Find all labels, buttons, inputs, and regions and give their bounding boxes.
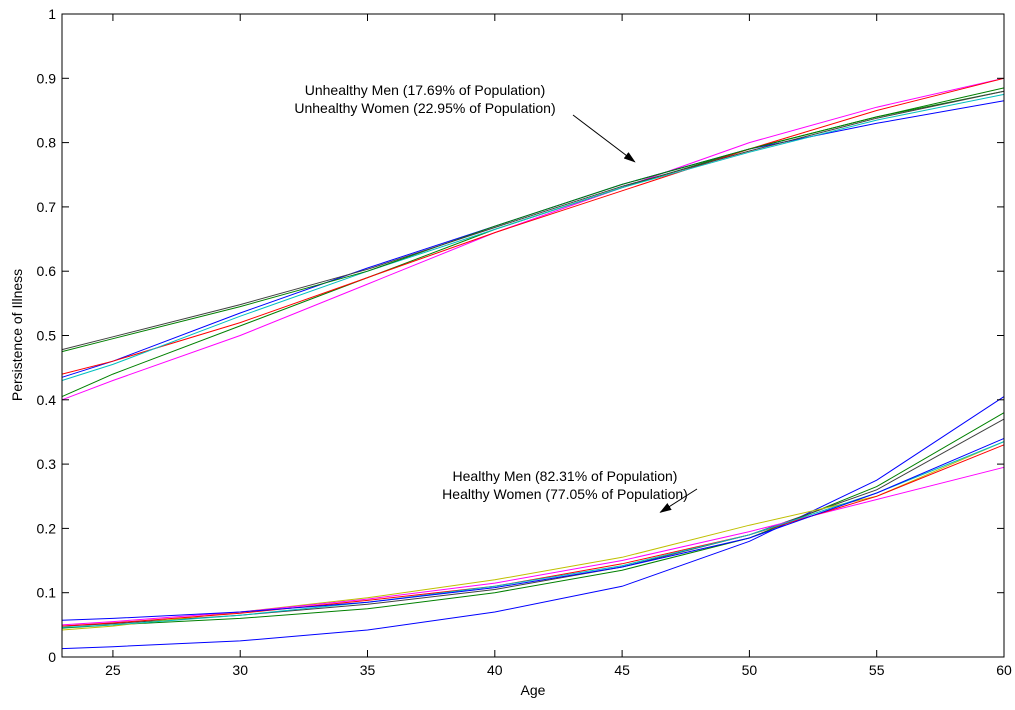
y-tick-label: 0.7 <box>37 199 57 215</box>
annotation-text: Unhealthy Men (17.69% of Population) <box>305 82 545 98</box>
annotation-arrow <box>572 114 636 163</box>
x-tick-label: 50 <box>742 662 758 678</box>
series-line-6 <box>61 87 1005 353</box>
y-axis-label: Persistence of Illness <box>9 269 25 401</box>
y-tick-label: 0.9 <box>37 70 57 86</box>
series-line-10 <box>61 418 1005 627</box>
annotation-layer: Unhealthy Men (17.69% of Population) Unhe… <box>294 82 698 513</box>
x-tick-label: 55 <box>869 662 885 678</box>
x-tick-label: 45 <box>614 662 630 678</box>
y-tick-label: 0.1 <box>37 585 57 601</box>
x-axis-label: Age <box>521 682 546 698</box>
series-line-5 <box>61 93 1005 381</box>
series-layer <box>61 77 1005 650</box>
x-tick-label: 35 <box>360 662 376 678</box>
series-line-12 <box>61 466 1005 626</box>
series-line-7 <box>61 90 1005 351</box>
series-line-15 <box>61 437 1005 621</box>
x-tick-label: 40 <box>487 662 503 678</box>
annotation-text: Healthy Women (77.05% of Population) <box>442 486 688 502</box>
y-tick-label: 0.8 <box>37 135 57 151</box>
x-tick-label: 30 <box>232 662 248 678</box>
x-tick-label: 60 <box>996 662 1012 678</box>
y-tick-label: 0.5 <box>37 328 57 344</box>
annotation-arrow <box>659 488 698 513</box>
x-tick-label: 25 <box>105 662 121 678</box>
series-line-8 <box>61 396 1005 650</box>
y-tick-label: 0.4 <box>37 392 57 408</box>
annotation-text: Unhealthy Women (22.95% of Population) <box>294 100 555 116</box>
y-tick-label: 1 <box>48 6 56 22</box>
y-tick-label: 0.3 <box>37 456 57 472</box>
series-line-14 <box>61 441 1005 628</box>
y-tick-label: 0 <box>48 649 56 665</box>
y-tick-label: 0.6 <box>37 263 57 279</box>
annotation-text: Healthy Men (82.31% of Population) <box>453 468 678 484</box>
y-tick-label: 0.2 <box>37 520 57 536</box>
series-line-9 <box>61 412 1005 629</box>
tick-layer: 25 30 35 40 45 50 55 60 0 0.1 0.2 0.3 0.4 0.5 0.6 0.7 0.… <box>37 6 1012 678</box>
